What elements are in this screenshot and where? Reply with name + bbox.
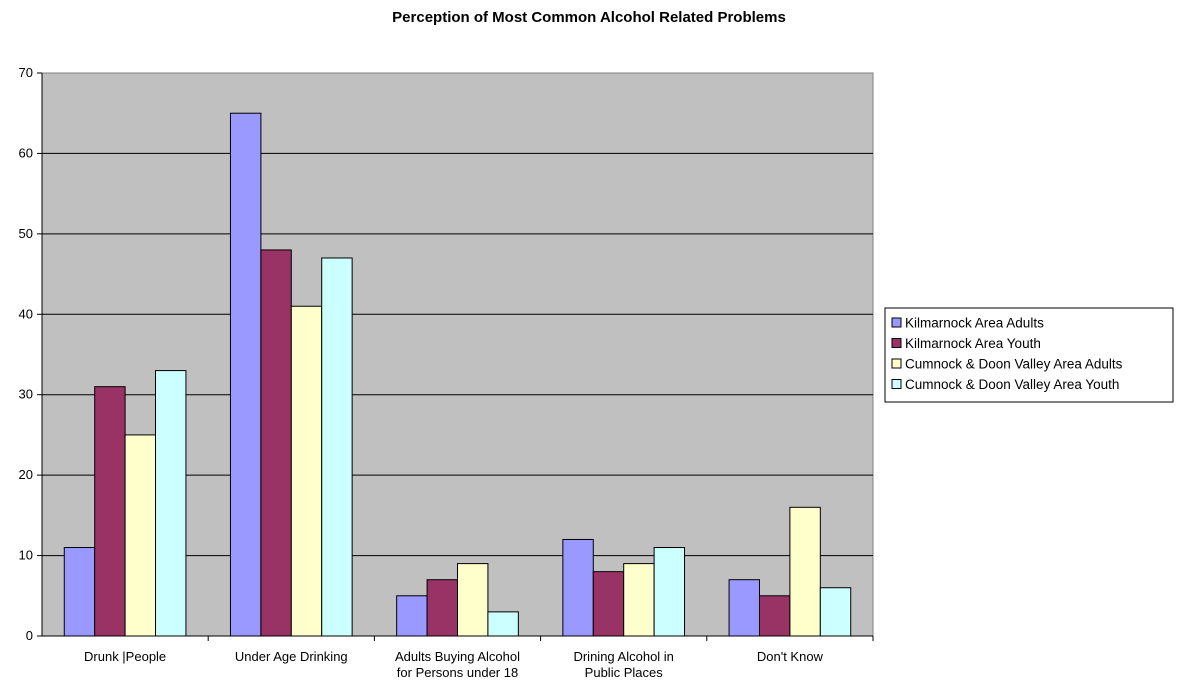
bar bbox=[728, 579, 760, 637]
bar bbox=[653, 547, 686, 637]
bar bbox=[63, 547, 96, 637]
legend: Kilmarnock Area Adults Kilmarnock Area Yo… bbox=[884, 307, 1174, 403]
x-tick-label: Don't Know bbox=[757, 649, 824, 664]
chart-title: Perception of Most Common Alcohol Relate… bbox=[392, 9, 786, 26]
bar bbox=[592, 571, 625, 637]
legend-box bbox=[884, 307, 1174, 403]
bar bbox=[94, 386, 126, 637]
x-tick-label: Adults Buying Alcohol bbox=[395, 649, 520, 664]
legend-swatch bbox=[891, 338, 902, 348]
y-tick-label: 60 bbox=[19, 145, 33, 160]
y-tick-label: 0 bbox=[26, 628, 33, 643]
bar bbox=[229, 112, 262, 637]
y-tick-label: 30 bbox=[19, 387, 33, 402]
legend-label: Cumnock & Doon Valley Area Youth bbox=[905, 377, 1119, 392]
y-tick-label: 20 bbox=[19, 467, 33, 482]
y-tick-label: 40 bbox=[19, 306, 33, 321]
legend-label: Kilmarnock Area Youth bbox=[905, 336, 1041, 351]
legend-label: Kilmarnock Area Adults bbox=[905, 316, 1044, 331]
bar bbox=[819, 587, 852, 637]
x-tick-label: Drunk |People bbox=[84, 649, 166, 664]
x-tick-label: Under Age Drinking bbox=[235, 649, 348, 664]
bar bbox=[290, 305, 323, 637]
x-tick-label: Drining Alcohol in bbox=[573, 649, 673, 664]
bar bbox=[260, 249, 292, 637]
bar bbox=[426, 579, 458, 637]
y-tick-label: 50 bbox=[19, 226, 33, 241]
bar bbox=[396, 595, 428, 637]
bar bbox=[321, 257, 353, 637]
bar bbox=[789, 506, 821, 637]
bar bbox=[155, 370, 187, 637]
plot-area: 0 10 20 30 40 50 60 70 Drunk |People Under Age Dr… bbox=[19, 65, 874, 680]
bar bbox=[487, 611, 519, 637]
bar bbox=[457, 563, 489, 637]
legend-label: Cumnock & Doon Valley Area Adults bbox=[905, 357, 1123, 372]
bar bbox=[124, 434, 157, 637]
y-tick-label: 70 bbox=[19, 65, 33, 80]
legend-swatch bbox=[891, 358, 902, 369]
bar bbox=[623, 563, 655, 637]
x-tick-label: for Persons under 18 bbox=[397, 665, 518, 680]
y-tick-label: 10 bbox=[19, 548, 33, 563]
bar bbox=[562, 538, 594, 637]
x-tick-label: Public Places bbox=[585, 665, 664, 680]
bar bbox=[758, 595, 791, 637]
legend-swatch bbox=[891, 317, 902, 328]
legend-swatch bbox=[891, 379, 902, 389]
